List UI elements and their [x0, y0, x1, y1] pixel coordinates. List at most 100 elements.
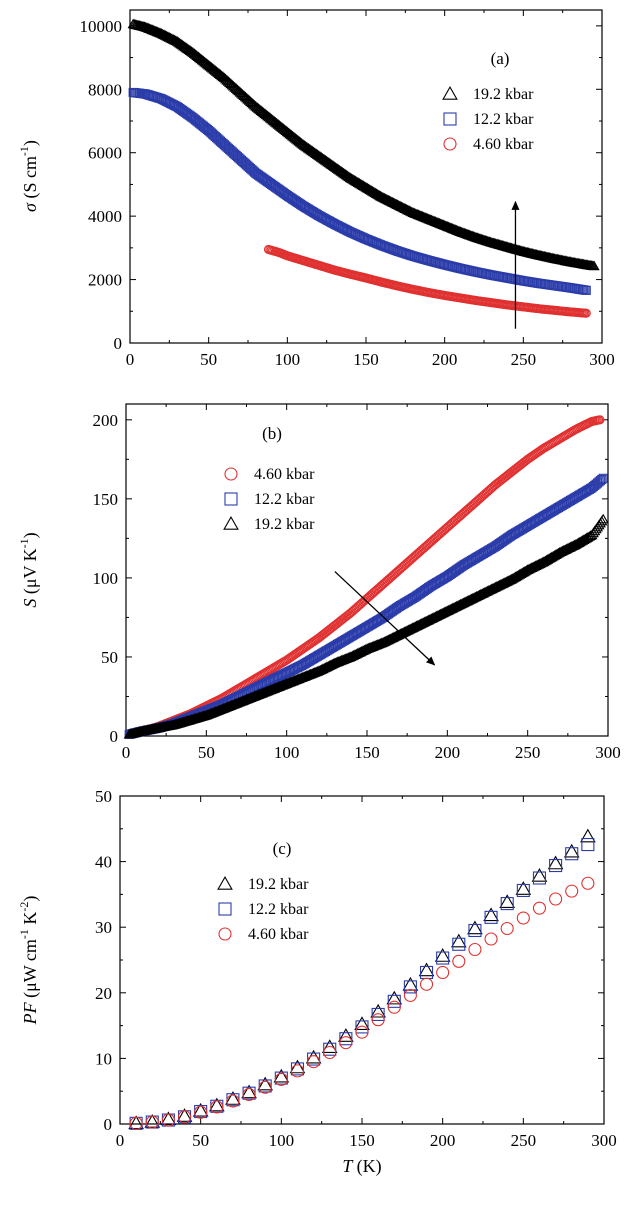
data-point [340, 169, 352, 180]
data-point [161, 1113, 175, 1127]
data-point [467, 920, 483, 935]
data-point [484, 932, 498, 946]
legend-marker [223, 515, 239, 530]
legend-label: 19.2 kbar [254, 516, 315, 533]
data-point [252, 103, 265, 113]
data-point [363, 183, 375, 194]
data-point [419, 965, 434, 980]
y-tick-label: 20 [95, 984, 112, 1003]
data-point [272, 118, 284, 129]
data-point [343, 171, 355, 182]
y-tick-label: 10000 [80, 17, 123, 36]
data-point [174, 37, 186, 48]
data-point [355, 1025, 369, 1039]
data-point [258, 107, 270, 118]
y-tick-label: 0 [110, 727, 119, 746]
data-point [177, 1110, 192, 1124]
data-point [581, 876, 595, 890]
data-point [225, 1091, 241, 1105]
data-point [172, 36, 185, 47]
data-point [203, 59, 215, 70]
data-point [160, 1111, 177, 1126]
data-point [499, 894, 516, 908]
legend-marker [218, 927, 232, 941]
data-point [284, 128, 296, 139]
data-point [212, 67, 224, 77]
data-point [321, 155, 333, 166]
data-point [370, 1003, 386, 1018]
data-point [418, 962, 435, 977]
data-point [360, 181, 372, 192]
data-point [176, 39, 188, 50]
data-point [205, 61, 217, 72]
x-tick-label: 200 [435, 743, 461, 762]
data-point [214, 69, 227, 80]
data-point [338, 167, 350, 178]
x-tick-label: 300 [589, 350, 615, 369]
legend-marker [443, 137, 457, 151]
data-point [259, 108, 271, 119]
x-tick-label: 50 [198, 743, 215, 762]
x-tick-label: 50 [200, 350, 217, 369]
data-point [296, 138, 308, 148]
data-point [314, 151, 326, 161]
data-point [326, 159, 338, 170]
data-point [595, 415, 605, 425]
panel-b: 0 50 100 150 200 250 300 0 50 100 150 200 S (μV K-1)… [17, 403, 621, 762]
data-point [581, 837, 595, 852]
data-point [387, 1000, 401, 1014]
data-point [178, 40, 190, 51]
y-tick-label: 50 [101, 648, 118, 667]
data-point [321, 1039, 338, 1053]
y-tick-label: 150 [93, 490, 119, 509]
data-point [260, 109, 272, 120]
data-point [371, 1013, 385, 1027]
x-tick-label: 250 [515, 743, 541, 762]
data-point [267, 114, 279, 125]
data-point [200, 57, 212, 68]
data-point [598, 473, 608, 483]
data-point [289, 1059, 306, 1074]
data-point [468, 923, 482, 938]
data-point [588, 260, 600, 271]
legend-marker [442, 85, 458, 100]
data-point [210, 1100, 224, 1114]
data-point [307, 1055, 321, 1069]
data-point [170, 35, 182, 46]
data-point [338, 1028, 354, 1042]
data-point [315, 152, 327, 162]
data-point [323, 157, 335, 168]
data-point [264, 112, 276, 123]
data-point [213, 68, 225, 78]
data-point [279, 124, 291, 134]
data-point [339, 1036, 353, 1050]
data-point [128, 1115, 144, 1130]
data-point [355, 178, 367, 189]
data-point [144, 1114, 161, 1128]
data-point [327, 160, 339, 171]
series-circle [124, 415, 605, 739]
data-point [195, 53, 207, 64]
data-point [387, 994, 401, 1008]
data-point [313, 150, 325, 160]
data-point [323, 1045, 337, 1060]
data-point [201, 58, 213, 69]
data-point [372, 189, 384, 199]
data-point [304, 143, 316, 154]
data-point [323, 1042, 337, 1056]
data-point [585, 530, 597, 541]
data-point [322, 156, 334, 167]
data-point [581, 308, 591, 318]
x-axis-title: T (K) [342, 1156, 381, 1177]
data-point [306, 145, 318, 156]
data-point [262, 110, 274, 121]
y-axis-title: S (μV K-1) [17, 532, 41, 607]
data-point [597, 513, 609, 524]
y-tick-label: 50 [95, 787, 112, 806]
data-point [171, 36, 183, 46]
data-point [339, 1032, 353, 1046]
data-point [186, 46, 198, 56]
panel-c: 0 50 100 150 200 250 300 0 10 20 30 40 50 PF (μW cm-1… [17, 787, 617, 1177]
data-point [292, 134, 304, 145]
data-point [595, 476, 605, 486]
